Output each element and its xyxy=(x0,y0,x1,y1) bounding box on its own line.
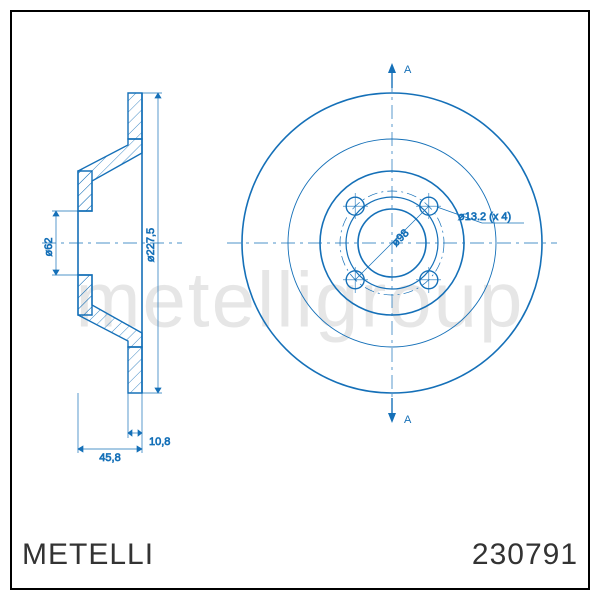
section-view: ø62 ø227,5 xyxy=(42,93,182,464)
technical-drawing: A A ø98 ø13.2 (x 4) xyxy=(12,12,588,514)
brand-label: METELLI xyxy=(22,538,154,572)
page-frame: metelligroup xyxy=(0,0,600,600)
dim-thickness: 10,8 xyxy=(149,436,170,448)
dim-pcd: ø98 xyxy=(390,227,412,249)
drawing-svg: A A ø98 ø13.2 (x 4) xyxy=(12,12,588,514)
front-view: A A ø98 ø13.2 (x 4) xyxy=(227,63,557,426)
dim-total-width: 45,8 xyxy=(99,452,120,464)
dim-outer: ø227,5 xyxy=(145,228,157,262)
section-mark-a-top: A xyxy=(404,64,412,76)
section-mark-a-bottom: A xyxy=(404,414,412,426)
part-number: 230791 xyxy=(472,538,578,572)
dim-bolt: ø13.2 (x 4) xyxy=(458,211,511,223)
dim-bore: ø62 xyxy=(43,238,55,257)
